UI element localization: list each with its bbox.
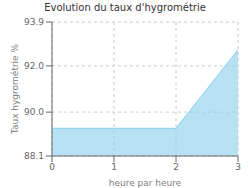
- svg-text:heure par heure: heure par heure: [109, 178, 182, 188]
- svg-text:92.0: 92.0: [24, 61, 44, 71]
- html-text:Evolution du taux d'hygrométri: Evolution du taux d'hygrométrie: [44, 2, 206, 13]
- svg-text:93.9: 93.9: [24, 17, 44, 27]
- svg-text:Taux hygrométrie %: Taux hygrométrie %: [10, 43, 20, 135]
- svg-text:88.1: 88.1: [24, 151, 44, 161]
- svg-text:3: 3: [235, 162, 241, 172]
- svg-text:2: 2: [173, 162, 179, 172]
- svg-text:90.0: 90.0: [24, 107, 44, 117]
- svg-text:1: 1: [111, 162, 117, 172]
- svg-text:0: 0: [49, 162, 55, 172]
